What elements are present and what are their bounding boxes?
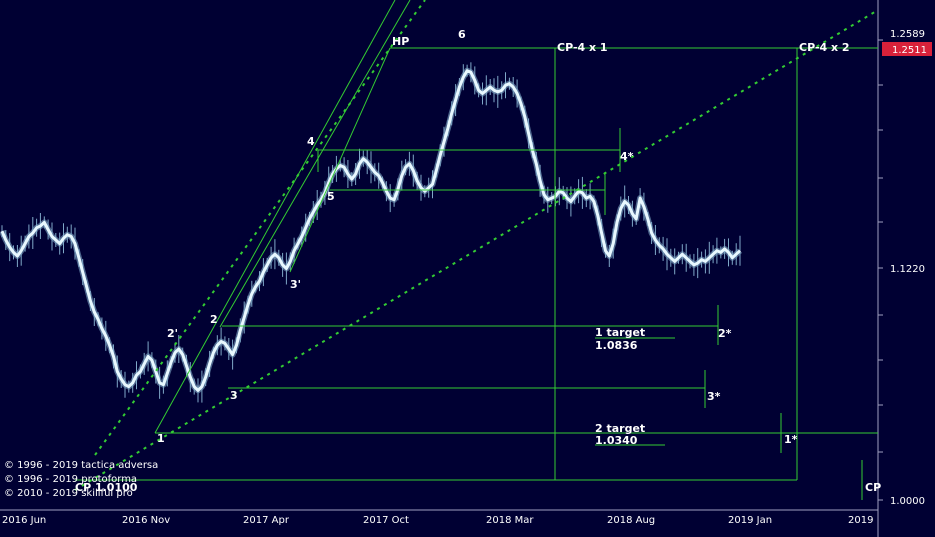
- x-tick-label: 2018 Aug: [607, 515, 655, 526]
- target-1-value: 1.0836: [595, 339, 638, 352]
- wave-label-4: 4: [307, 135, 315, 148]
- price-line: [0, 69, 742, 392]
- x-tick-label: 2016 Nov: [122, 515, 170, 526]
- wave-label-hp: HP: [392, 35, 409, 48]
- price-area: [0, 62, 743, 403]
- last-price-label: 1.2511: [892, 45, 927, 56]
- wave-label-1: 1: [157, 432, 165, 445]
- target-1-label: 1 target: [595, 326, 645, 339]
- wave-label-5: 5: [327, 190, 335, 203]
- trend-line-from-5: [289, 47, 391, 273]
- wave-label-3-star: 3*: [707, 390, 721, 403]
- y-tick-label: 1.0000: [890, 496, 925, 507]
- copyright-line: © 2010 - 2019 skillful pro: [4, 488, 133, 499]
- target-2-value: 1.0340: [595, 434, 638, 447]
- y-tick-label: 1.2589: [890, 29, 925, 40]
- x-tick-label: 2016 Jun: [2, 515, 46, 526]
- wave-label-2-prime: 2': [167, 327, 178, 340]
- wave-label-3: 3: [230, 389, 238, 402]
- y-tick-label: 1.1220: [890, 264, 925, 275]
- trend-line-steep: [154, 0, 396, 434]
- trend-line-steep-2: [219, 0, 411, 328]
- right-axis-ticks: [878, 39, 883, 501]
- wave-label-2: 2: [210, 313, 218, 326]
- x-tick-label: 2017 Apr: [243, 515, 290, 526]
- level-lines: [75, 47, 878, 500]
- channel-label-cp-4x1: CP-4 x 1: [557, 41, 608, 54]
- wave-label-3-prime: 3': [290, 278, 301, 291]
- wave-label-6: 6: [458, 28, 466, 41]
- x-tick-label: 2017 Oct: [363, 515, 409, 526]
- cp-edge-label: CP: [865, 481, 881, 494]
- copyright-line: © 1996 - 2019 protoforma: [4, 474, 137, 485]
- x-tick-label: 2018 Mar: [486, 515, 534, 526]
- trend-lines: [74, 0, 879, 491]
- wave-label-2-star: 2*: [718, 327, 732, 340]
- x-tick-label: 2019: [848, 515, 873, 526]
- wave-label-1-star: 1*: [784, 433, 798, 446]
- cp-label: CP 1.0100: [75, 481, 138, 494]
- x-tick-label: 2019 Jan: [728, 515, 772, 526]
- last-price-badge: [882, 42, 932, 56]
- wave-label-4-star: 4*: [620, 150, 634, 163]
- trend-dotted-steep: [94, 0, 426, 456]
- channel-label-cp-4x2: CP-4 x 2: [799, 41, 850, 54]
- target-2-label: 2 target: [595, 422, 645, 435]
- copyright-line: © 1996 - 2019 tactica adversa: [4, 460, 158, 471]
